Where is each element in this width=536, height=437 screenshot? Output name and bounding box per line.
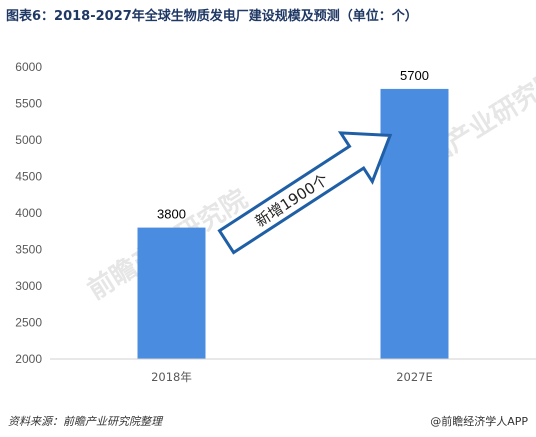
arrow-shape bbox=[217, 131, 393, 255]
y-tick-label: 6000 bbox=[15, 60, 42, 74]
chart-title: 图表6：2018-2027年全球生物质发电厂建设规模及预测（单位：个） bbox=[6, 9, 418, 24]
bar bbox=[137, 227, 206, 359]
x-tick-label: 2018年 bbox=[151, 370, 192, 384]
y-tick-label: 5500 bbox=[15, 97, 42, 111]
x-axis: 2018年 2027E bbox=[151, 370, 433, 384]
brand-credit: @前瞻经济学人APP bbox=[430, 413, 528, 429]
data-labels: 3800 5700 bbox=[157, 68, 429, 222]
y-tick-label: 3500 bbox=[15, 243, 42, 257]
growth-arrow: 新增1900个 bbox=[217, 131, 393, 255]
bar bbox=[380, 88, 449, 360]
y-tick-label: 3000 bbox=[15, 279, 42, 293]
data-label: 3800 bbox=[157, 207, 186, 222]
y-tick-label: 2000 bbox=[15, 352, 42, 366]
x-tick-label: 2027E bbox=[396, 370, 433, 384]
source-note: 资料来源：前瞻产业研究院整理 bbox=[8, 415, 162, 428]
y-axis: 2000 2500 3000 3500 4000 4500 5000 5500 6000 bbox=[15, 60, 42, 366]
y-tick-label: 4000 bbox=[15, 206, 42, 220]
brand-credit-text: @前瞻经济学人APP bbox=[430, 415, 528, 428]
y-tick-label: 2500 bbox=[15, 316, 42, 330]
y-tick-label: 4500 bbox=[15, 170, 42, 184]
bars bbox=[137, 88, 449, 360]
y-tick-label: 5000 bbox=[15, 133, 42, 147]
data-label: 5700 bbox=[400, 68, 429, 83]
